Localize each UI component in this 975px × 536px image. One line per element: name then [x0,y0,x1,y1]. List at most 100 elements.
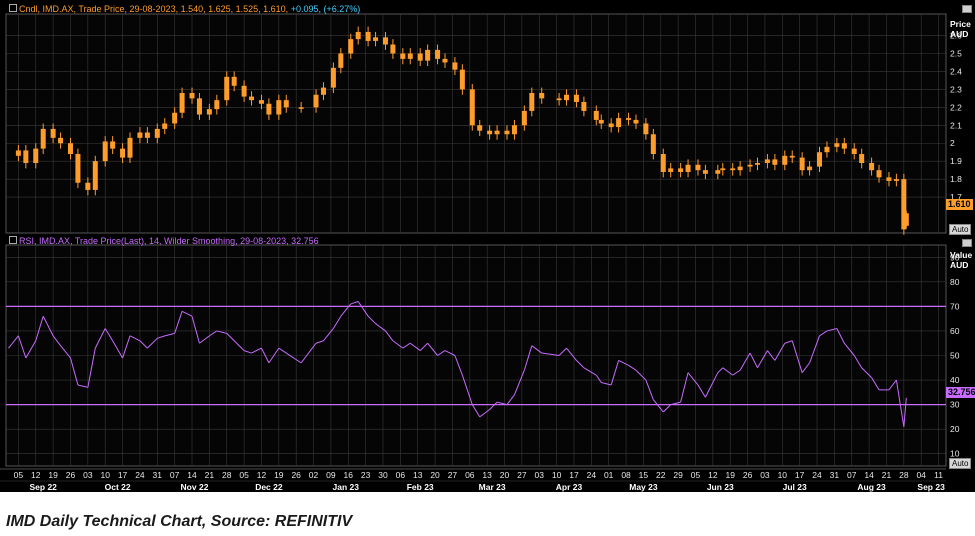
x-tick-label: 27 [448,470,458,480]
price-panel-bg [5,13,947,234]
x-tick-label: 28 [899,470,909,480]
rsi-line-segment [52,335,61,346]
rsi-line-segment [687,372,699,386]
x-month-label: Jun 23 [707,482,734,492]
x-tick-label: 22 [656,470,666,480]
candle-body [67,143,73,155]
rsi-last-value: 32.756 [946,387,975,398]
x-tick-label: 13 [413,470,423,480]
candle-body [859,154,865,163]
candle-body [668,168,674,172]
rsi-line-segment [853,355,863,369]
rsi-line-segment [199,335,210,344]
rsi-line-segment [576,360,585,369]
rsi-line-segment [461,374,473,405]
rsi-line-segment [732,369,741,376]
rsi-line-segment [122,335,131,359]
candle-body [110,141,116,149]
candle-body [695,164,701,171]
rsi-line-segment [583,367,597,376]
x-tick-label: 19 [725,470,735,480]
rsi-tick-label: 20 [950,424,960,434]
candle-body [355,31,361,40]
candle-body [494,130,500,135]
candle-body [241,85,247,97]
rsi-line-segment [513,370,525,395]
x-month-label: Sep 23 [917,482,945,492]
rsi-line-segment [139,340,148,349]
candle-body [127,137,133,158]
rsi-line-segment [595,374,602,383]
candle-body [276,100,282,115]
candle-body [755,162,761,165]
candle-body [685,164,691,172]
candle-body [102,141,108,162]
rsi-line-segment [670,401,681,406]
candle-body [643,123,649,135]
candle-body [715,170,721,174]
price-tick-label: 2.6 [950,31,962,41]
rsi-line-segment [278,347,287,354]
candle-body [417,53,423,61]
rsi-line-segment [680,372,689,403]
candle-body [556,98,562,101]
candle-body [338,53,344,68]
price-auto-button[interactable]: Auto [949,224,972,235]
rsi-line-segment [129,335,141,342]
rsi-legend-text: RSI, IMD.AX, Trade Price(Last), 14, Wild… [19,236,319,246]
rsi-tick-label: 40 [950,375,960,385]
candle-body [616,118,622,128]
rsi-line-segment [268,347,280,364]
candle-body [782,155,788,165]
rsi-auto-button[interactable]: Auto [949,458,972,469]
candle-body [477,125,483,131]
rsi-line-segment [357,301,369,317]
x-tick-label: 03 [760,470,770,480]
x-tick-label: 17 [795,470,805,480]
rsi-line-segment [375,323,386,332]
rsi-line-segment [350,301,359,305]
x-tick-label: 06 [465,470,475,480]
candle-body [789,155,795,158]
candle-body [298,107,304,109]
candle-body [154,128,160,138]
x-tick-label: 28 [222,470,232,480]
price-tick-label: 2.2 [950,102,962,112]
candle-body [407,53,413,59]
x-tick-label: 08 [621,470,631,480]
rsi-line-segment [717,367,724,374]
rsi-line-segment [70,357,79,386]
rsi-line-segment [652,399,664,413]
candle-body [313,94,319,108]
x-tick-label: 26 [66,470,76,480]
rsi-tick-label: 10 [950,449,960,459]
price-panel-collapse-icon[interactable] [962,5,972,13]
rsi-line-segment [419,342,428,351]
candle-body [573,94,579,102]
candle-body [137,132,143,138]
candle-body [120,148,126,158]
rsi-line-segment [454,355,463,376]
candle-body [764,159,770,163]
rsi-line-segment [147,337,158,349]
rsi-line-segment [843,342,855,356]
candle-body [459,69,465,90]
candle-body [85,182,91,190]
candle-body [841,143,847,149]
candle-body [224,76,230,101]
rsi-line-segment [437,350,446,356]
rsi-line-segment [174,311,183,334]
candle-body [650,134,656,155]
rsi-line-segment [662,404,672,413]
price-legend-text: Cndl, IMD.AX, Trade Price, 29-08-2023, 1… [19,4,289,14]
x-tick-label: 21 [882,470,892,480]
rsi-line-segment [697,384,706,398]
x-tick-label: 19 [48,470,58,480]
candle-body [487,130,493,135]
x-month-label: Apr 23 [556,482,583,492]
rsi-panel-collapse-icon[interactable] [962,239,972,247]
x-tick-label: 03 [535,470,545,480]
rsi-line-segment [809,335,820,364]
candle-body [189,92,195,99]
x-tick-label: 01 [604,470,614,480]
